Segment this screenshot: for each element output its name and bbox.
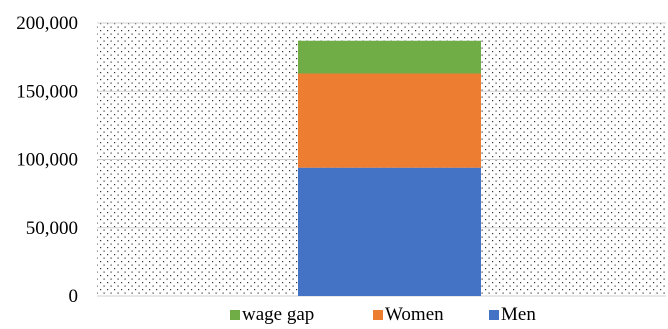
y-tick-label: 100,000 <box>16 150 78 171</box>
legend-item-wage-gap: wage gap <box>230 304 314 324</box>
y-tick-label: 200,000 <box>16 13 78 34</box>
y-tick-label: 150,000 <box>16 81 78 102</box>
legend-label-women: Women <box>385 304 444 324</box>
bar-segment-wage-gap <box>298 41 481 74</box>
legend-swatch-wage-gap <box>230 310 240 320</box>
y-tick-label: 0 <box>69 286 79 307</box>
legend-swatch-men <box>489 310 499 320</box>
legend-label-men: Men <box>501 304 536 324</box>
bar-segment-women <box>298 74 481 168</box>
legend-swatch-women <box>373 310 383 320</box>
y-tick-label: 50,000 <box>26 218 78 239</box>
bar-segment-men <box>298 168 481 296</box>
legend-item-men: Men <box>489 304 536 324</box>
legend-item-women: Women <box>373 304 444 324</box>
legend-label-wage-gap: wage gap <box>242 304 314 324</box>
